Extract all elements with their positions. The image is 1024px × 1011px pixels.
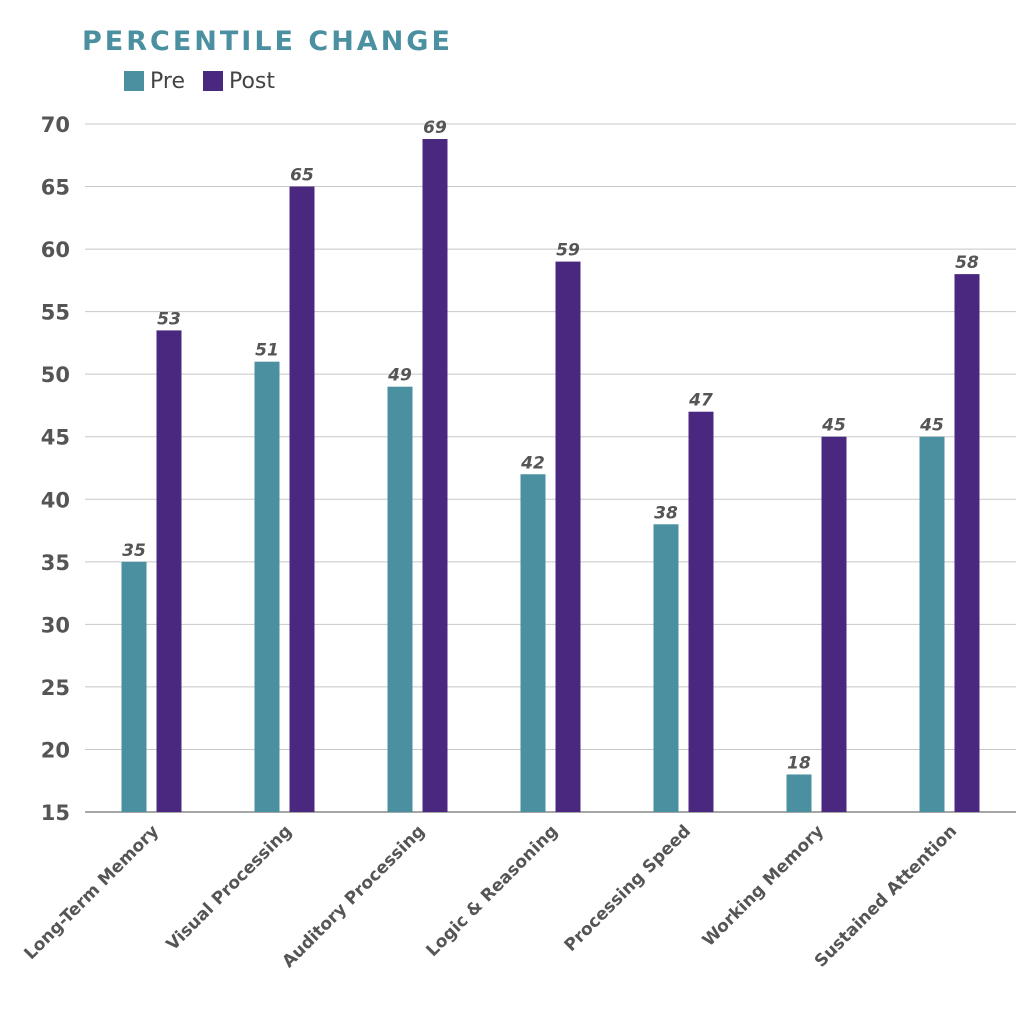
bar-post [821,436,847,812]
data-label: 18 [787,753,811,773]
x-axis-ticks: Long-Term Memory Visual ProcessingAuditor… [21,821,962,972]
legend-item-post: Post [202,68,276,94]
x-tick-label: Sustained Attention [811,821,961,971]
data-labels: 35 53 51 65 49 69 42 59 38 47 18 45 45 58 [122,118,979,773]
y-axis-ticks: 15 20 25 30 35 40 45 50 55 60 65 70 [41,113,70,825]
y-tick-label: 20 [41,738,70,762]
data-label: 47 [688,391,713,411]
bar-post [422,139,448,812]
y-tick-label: 60 [41,238,70,262]
legend-swatch-pre [124,71,144,91]
data-label: 38 [654,503,678,523]
y-tick-label: 50 [41,363,70,387]
data-label: 69 [423,118,447,138]
bar-pre [121,561,147,812]
data-label: 59 [556,241,580,261]
legend-label-pre: Pre [150,68,185,94]
x-tick-label: Visual Processing [163,821,296,954]
legend-swatch-post [202,71,223,91]
x-tick-label: Working Memory [699,821,828,950]
bar-pre [786,774,812,812]
data-label: 42 [520,453,545,473]
y-tick-label: 65 [41,176,70,200]
data-label: 35 [122,541,146,561]
y-tick-label: 55 [41,301,70,325]
gridlines [85,123,1016,813]
y-tick-label: 25 [41,676,70,700]
y-tick-label: 40 [41,488,70,512]
bar-post [555,261,581,813]
bar-post [954,274,980,812]
y-tick-label: 35 [41,551,70,575]
chart-title: PERCENTILE CHANGE [82,26,453,57]
data-label: 51 [255,341,279,361]
bar-post [289,186,315,812]
y-tick-label: 45 [41,426,70,450]
y-tick-label: 15 [41,801,70,825]
x-tick-label: Logic & Reasoning [422,821,562,961]
y-tick-label: 70 [41,113,70,137]
legend-item-pre: Pre [124,69,185,94]
data-label: 45 [919,416,944,436]
x-tick-label: Processing Speed [561,821,695,955]
bar-pre [520,474,546,812]
legend-label-post: Post [228,68,276,94]
y-tick-label: 30 [41,613,70,637]
bar-pre [653,524,679,812]
data-label: 53 [157,309,181,329]
data-label: 58 [955,253,979,273]
data-label: 65 [290,166,314,186]
bar-pre [919,436,945,812]
x-tick-label: Auditory Processing [278,821,429,972]
bar-post [688,411,714,812]
legend: Pre Post [124,66,293,96]
bar-pre [387,386,413,812]
bar-pre [254,361,280,812]
data-label: 45 [821,416,846,436]
data-label: 49 [387,366,412,386]
x-tick-label: Long-Term Memory [21,821,164,964]
bars [121,139,980,813]
bar-post [156,330,182,812]
